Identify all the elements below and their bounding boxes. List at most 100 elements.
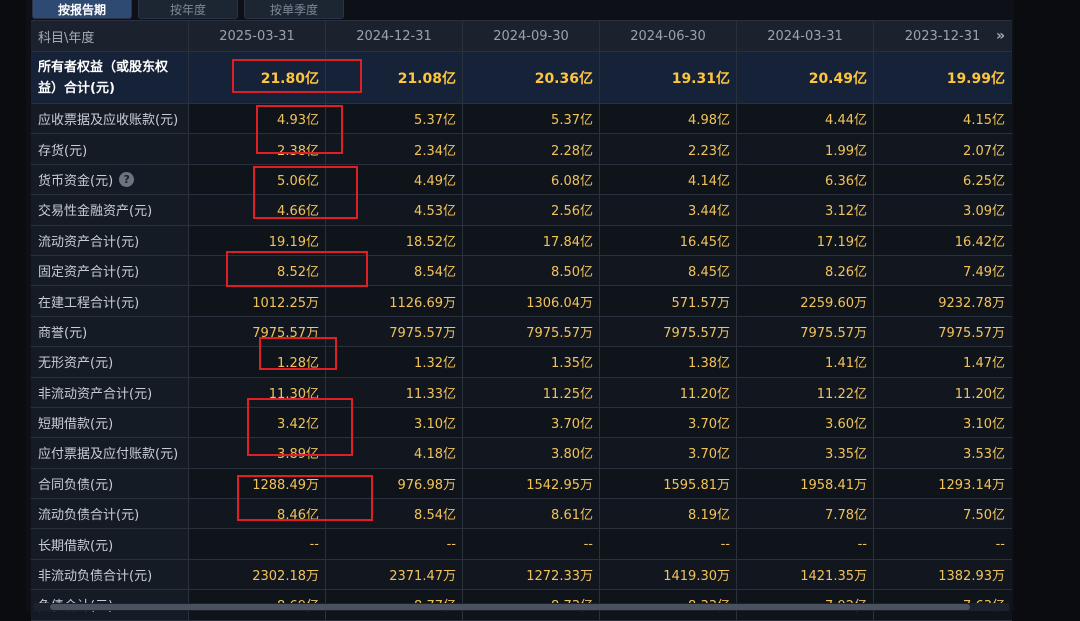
row-value: 7975.57万 <box>737 316 874 347</box>
header-period-last[interactable]: 2023-12-31 » <box>874 21 1011 51</box>
row-label-text: 非流动负债合计(元) <box>38 569 153 585</box>
header-period[interactable]: 2024-09-30 <box>463 21 600 51</box>
tab-by-year[interactable]: 按年度 <box>138 0 238 19</box>
row-value: 4.18亿 <box>326 438 463 468</box>
row-value: 8.52亿 <box>189 255 326 286</box>
row-value: 1.28亿 <box>189 347 326 377</box>
row-value: 976.98万 <box>326 468 463 499</box>
row-value: 571.57万 <box>600 286 737 316</box>
table-row: 非流动资产合计(元) 11.30亿 11.33亿 11.25亿 11.20亿 11.22亿… <box>31 377 1012 408</box>
header-period[interactable]: 2024-06-30 <box>600 21 737 51</box>
row-value: 5.37亿 <box>326 104 463 134</box>
row-value: 5.06亿 <box>189 164 326 195</box>
row-value: 7.78亿 <box>737 499 874 529</box>
row-value: 4.66亿 <box>189 195 326 225</box>
row-value: 3.35亿 <box>737 438 874 468</box>
row-value: 1382.93万 <box>938 569 1005 585</box>
period-tabs: 按报告期 按年度 按单季度 <box>32 0 344 19</box>
table-row: 应收票据及应收账款(元) 4.93亿 5.37亿 5.37亿 4.98亿 4.44亿 4.1… <box>31 104 1012 135</box>
tab-by-quarter[interactable]: 按单季度 <box>244 0 344 19</box>
row-value: 4.93亿 <box>189 104 326 134</box>
row-value: 1595.81万 <box>600 468 737 499</box>
row-value: 2259.60万 <box>737 286 874 316</box>
row-label-text: 合同负债(元) <box>38 477 114 493</box>
row-value: 2371.47万 <box>326 559 463 590</box>
table-row: 短期借款(元) 3.42亿 3.10亿 3.70亿 3.70亿 3.60亿 3.10亿 <box>31 407 1012 439</box>
row-label-text: 应收票据及应收账款(元) <box>38 113 179 129</box>
row-value: 2.23亿 <box>600 134 737 164</box>
header-period[interactable]: 2025-03-31 <box>189 21 326 51</box>
row-value: 4.44亿 <box>737 104 874 134</box>
row-value: 3.70亿 <box>463 407 600 438</box>
row-value: -- <box>737 529 874 559</box>
row-value: 5.37亿 <box>463 104 600 134</box>
equity-label: 所有者权益（或股东权益）合计(元) <box>31 52 189 103</box>
header-period[interactable]: 2024-03-31 <box>737 21 874 51</box>
row-value: -- <box>995 536 1005 552</box>
row-value: 3.42亿 <box>189 407 326 438</box>
header-period[interactable]: 2024-12-31 <box>326 21 463 51</box>
equity-row: 所有者权益（或股东权益）合计(元) 21.80亿 21.08亿 20.36亿 1… <box>31 52 1012 104</box>
row-value: 7975.57万 <box>938 325 1005 341</box>
row-label-text: 货币资金(元) <box>38 173 114 189</box>
double-chevron-right-icon[interactable]: » <box>995 28 1005 44</box>
table-body: 应收票据及应收账款(元) 4.93亿 5.37亿 5.37亿 4.98亿 4.44亿 4.1… <box>31 104 1012 621</box>
row-label-text: 流动资产合计(元) <box>38 234 140 250</box>
equity-value: 21.08亿 <box>326 52 463 103</box>
row-value: 17.84亿 <box>463 225 600 255</box>
row-label: 无形资产(元) <box>31 347 189 377</box>
row-label-text: 流动负债合计(元) <box>38 508 140 524</box>
row-value: 3.70亿 <box>600 438 737 468</box>
row-label-text: 在建工程合计(元) <box>38 295 140 311</box>
row-value: 4.98亿 <box>600 104 737 134</box>
equity-value: 19.99亿 <box>946 70 1005 87</box>
row-label: 合同负债(元) <box>31 468 189 499</box>
row-value: 3.80亿 <box>463 438 600 468</box>
row-value: 4.49亿 <box>326 164 463 195</box>
row-value: 1012.25万 <box>189 286 326 316</box>
row-label: 长期借款(元) <box>31 529 189 559</box>
row-value: 2.34亿 <box>326 134 463 164</box>
header-label: 科目\年度 <box>31 21 189 51</box>
row-label: 应付票据及应付账款(元) <box>31 438 189 468</box>
row-value: -- <box>189 529 326 559</box>
row-value: 18.52亿 <box>326 225 463 255</box>
row-label: 应收票据及应收账款(元) <box>31 104 189 134</box>
row-value: 1419.30万 <box>600 559 737 590</box>
row-value: 7975.57万 <box>189 316 326 347</box>
row-value: 1306.04万 <box>463 286 600 316</box>
table-row: 交易性金融资产(元) 4.66亿 4.53亿 2.56亿 3.44亿 3.12亿 3.09亿 <box>31 195 1012 226</box>
row-label: 商誉(元) <box>31 316 189 347</box>
row-label: 非流动负债合计(元) <box>31 559 189 590</box>
row-value: 1.47亿 <box>963 356 1005 372</box>
table-row: 应付票据及应付账款(元) 3.89亿 4.18亿 3.80亿 3.70亿 3.35亿 3.5… <box>31 438 1012 469</box>
row-value: 1421.35万 <box>737 559 874 590</box>
row-value: 17.19亿 <box>737 225 874 255</box>
row-label-text: 商誉(元) <box>38 325 88 341</box>
table-row: 长期借款(元) -- -- -- -- -- -- <box>31 529 1012 560</box>
header-period-text[interactable]: 2023-12-31 <box>904 28 981 44</box>
table-row: 货币资金(元)? 5.06亿 4.49亿 6.08亿 4.14亿 6.36亿 6.25亿 <box>31 164 1012 196</box>
row-value: 1293.14万 <box>938 477 1005 493</box>
table-header-row: 科目\年度 2025-03-31 2024-12-31 2024-09-30 2… <box>31 20 1012 52</box>
row-label-text: 长期借款(元) <box>38 538 114 554</box>
row-value: 7.49亿 <box>963 265 1005 281</box>
table-row: 无形资产(元) 1.28亿 1.32亿 1.35亿 1.38亿 1.41亿 1.47亿 <box>31 347 1012 378</box>
row-value: 2.28亿 <box>463 134 600 164</box>
row-value: 3.12亿 <box>737 195 874 225</box>
row-value: 4.15亿 <box>963 113 1005 129</box>
horizontal-scrollbar[interactable] <box>34 603 1009 611</box>
row-value: 3.10亿 <box>963 417 1005 433</box>
row-value: 11.25亿 <box>463 377 600 407</box>
row-value: 7975.57万 <box>326 316 463 347</box>
scrollbar-thumb[interactable] <box>50 604 970 610</box>
tab-by-report-period[interactable]: 按报告期 <box>32 0 132 19</box>
table-row: 流动负债合计(元) 8.46亿 8.54亿 8.61亿 8.19亿 7.78亿 7.50亿 <box>31 499 1012 530</box>
row-value: 1.38亿 <box>600 347 737 377</box>
question-circle-icon[interactable]: ? <box>119 171 135 187</box>
row-value: 8.19亿 <box>600 499 737 529</box>
row-value: 8.50亿 <box>463 255 600 286</box>
row-value: 1958.41万 <box>737 468 874 499</box>
row-value: 1.41亿 <box>737 347 874 377</box>
financial-table: 科目\年度 2025-03-31 2024-12-31 2024-09-30 2… <box>31 20 1012 621</box>
